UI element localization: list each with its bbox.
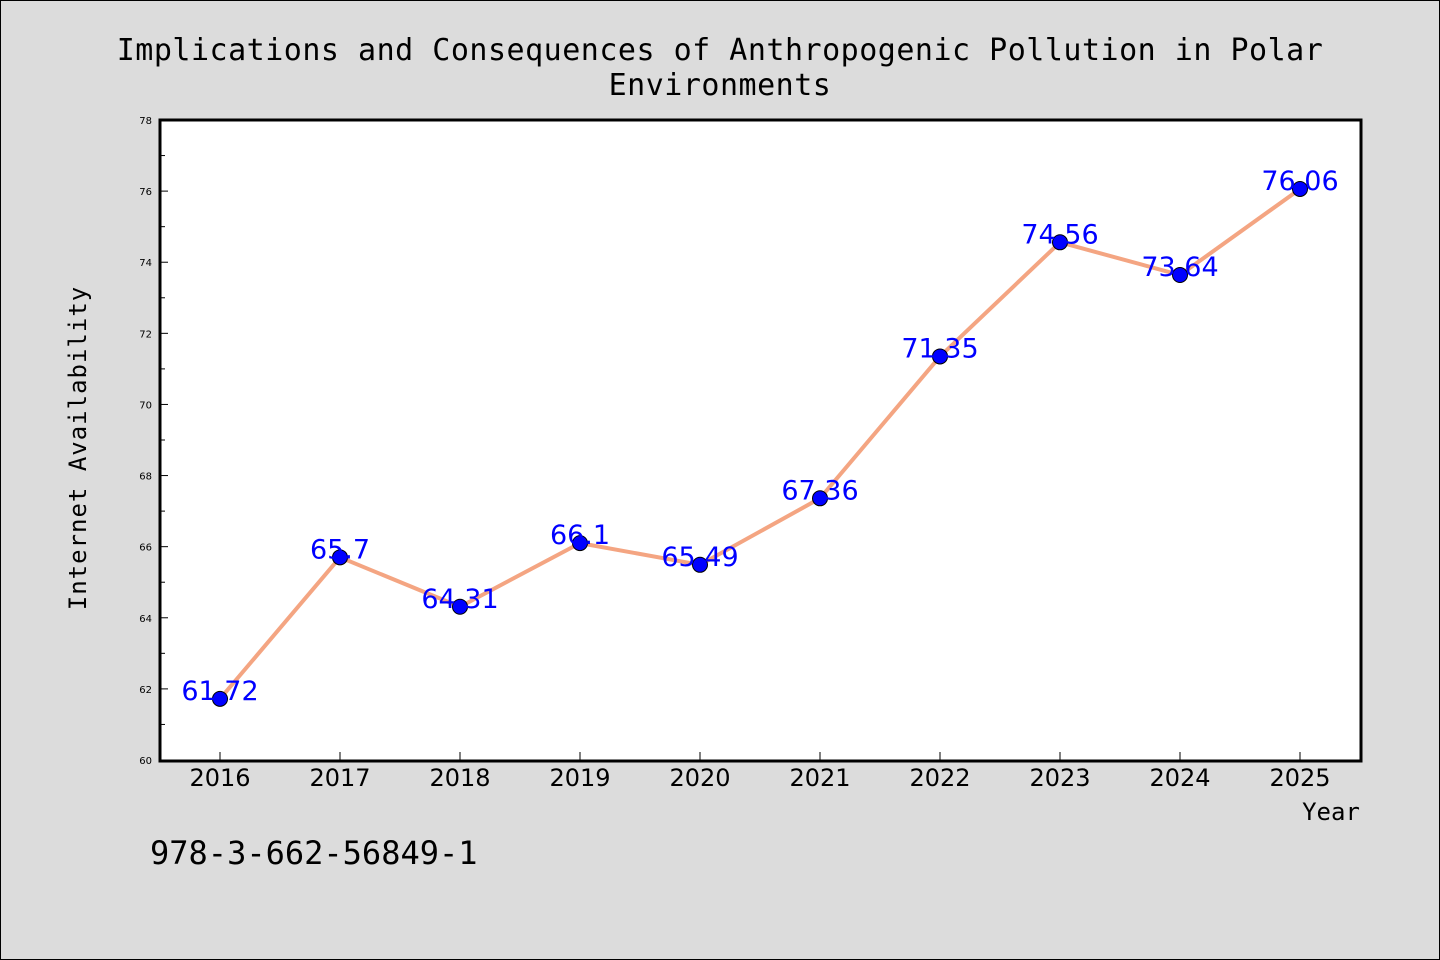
chart-title: Implications and Consequences of Anthrop… [116, 33, 1324, 103]
data-label-2020: 65.49 [661, 542, 738, 573]
y-tick-label: 78 [139, 116, 152, 127]
y-tick-label: 76 [139, 187, 152, 198]
data-label-2021: 67.36 [781, 475, 858, 506]
y-tick-label: 60 [139, 756, 152, 767]
data-label-2022: 71.35 [901, 333, 978, 364]
data-point-2021 [812, 490, 828, 507]
x-tick-label: 2022 [909, 764, 970, 792]
x-tick-label: 2017 [309, 764, 370, 792]
data-labels: 61.72 65.7 64.31 66.1 65.49 67.36 71.35 74.56 73… [181, 166, 1338, 707]
data-label-2025: 76.06 [1261, 166, 1338, 197]
y-tick-label: 64 [139, 614, 152, 625]
x-axis: 2016 2017 2018 2019 2020 2021 2022 2023 2024 2025 [189, 752, 1331, 792]
data-label-2018: 64.31 [421, 584, 498, 615]
data-point-2020 [692, 556, 708, 573]
x-tick-label: 2025 [1269, 764, 1330, 792]
x-tick-label: 2021 [789, 764, 850, 792]
x-axis-label: Year [1302, 798, 1360, 826]
data-point-2019 [572, 535, 588, 552]
series-line-group [218, 187, 1302, 701]
y-tick-label: 68 [139, 472, 152, 483]
y-tick-label: 66 [139, 543, 152, 554]
y-tick-label: 72 [139, 329, 152, 340]
x-tick-label: 2018 [429, 764, 490, 792]
data-point-2016 [212, 690, 228, 707]
y-tick-label: 74 [139, 258, 152, 269]
data-point-2017 [332, 549, 348, 566]
footnote-isbn: 978-3-662-56849-1 [150, 834, 478, 872]
y-axis: 60 62 64 66 68 70 72 74 76 78 [139, 116, 168, 767]
data-label-2017: 65.7 [310, 534, 370, 565]
x-tick-label: 2023 [1029, 764, 1090, 792]
plot-area [158, 118, 1363, 763]
x-tick-label: 2020 [669, 764, 730, 792]
y-tick-label: 70 [139, 400, 152, 411]
data-point-2018 [452, 598, 468, 615]
data-point-2025 [1292, 180, 1308, 197]
series-line [218, 187, 1302, 701]
data-points [212, 180, 1308, 707]
x-tick-label: 2024 [1149, 764, 1210, 792]
data-label-2016: 61.72 [181, 676, 258, 707]
data-label-2023: 74.56 [1021, 219, 1098, 250]
data-point-2023 [1052, 234, 1068, 251]
data-point-2022 [932, 348, 948, 365]
x-tick-label: 2019 [549, 764, 610, 792]
x-tick-label: 2016 [189, 764, 250, 792]
data-label-2019: 66.1 [550, 520, 610, 551]
y-tick-label: 62 [139, 685, 152, 696]
data-point-2024 [1172, 267, 1188, 284]
y-axis-label: Internet Availability [64, 286, 92, 610]
data-label-2024: 73.64 [1141, 252, 1218, 283]
